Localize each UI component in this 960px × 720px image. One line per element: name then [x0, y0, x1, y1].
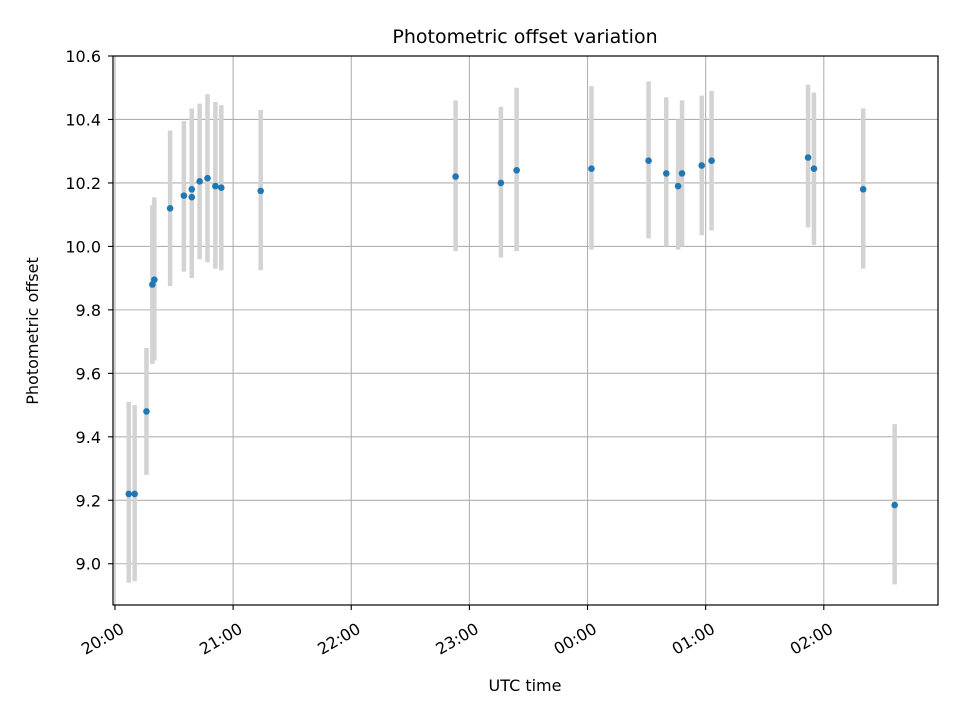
x-tick-label: 20:00	[78, 619, 127, 659]
y-tick-label: 10.4	[65, 110, 101, 129]
data-point	[166, 205, 174, 212]
x-tick-label: 21:00	[196, 619, 245, 659]
x-tick-label: 01:00	[669, 619, 718, 659]
data-point	[452, 173, 459, 180]
data-point	[497, 179, 505, 187]
data-point	[257, 187, 264, 195]
y-tick-label: 9.8	[76, 301, 101, 320]
data-point	[513, 166, 520, 174]
data-point	[891, 501, 898, 509]
data-point	[662, 170, 670, 177]
data-point	[131, 490, 138, 498]
y-tick-label: 10.6	[65, 47, 101, 66]
plot-frame	[112, 55, 939, 606]
chart-title: Photometric offset variation	[392, 26, 657, 48]
y-tick-label: 9.4	[76, 428, 101, 447]
x-tick-label: 00:00	[550, 619, 599, 659]
y-axis-label: Photometric offset	[23, 257, 42, 405]
data-point	[180, 192, 188, 199]
data-point	[125, 490, 133, 498]
data-point	[588, 165, 595, 172]
data-point	[810, 165, 818, 172]
point-layer	[125, 154, 898, 509]
y-tick-label: 10.0	[65, 237, 101, 256]
data-point	[212, 182, 219, 190]
data-point	[698, 162, 706, 169]
data-point	[217, 184, 225, 191]
x-tick-label: 22:00	[314, 619, 363, 659]
y-tick-label: 9.6	[76, 364, 101, 383]
data-point	[204, 174, 211, 182]
y-tick-label: 9.0	[76, 555, 101, 574]
y-tick-label: 10.2	[65, 174, 101, 193]
errorbar-layer	[126, 81, 897, 585]
data-point	[188, 193, 196, 201]
x-axis-label: UTC time	[489, 676, 562, 695]
data-point	[674, 182, 682, 190]
x-tick-label: 02:00	[787, 619, 836, 659]
data-point	[645, 157, 652, 165]
y-tick-label: 9.2	[76, 491, 101, 510]
data-point	[804, 154, 812, 161]
data-point	[151, 276, 158, 284]
x-tick-label: 23:00	[432, 619, 481, 659]
data-point	[143, 408, 150, 415]
data-point	[188, 185, 196, 193]
grid-layer	[113, 55, 938, 605]
data-point	[859, 185, 867, 193]
data-point	[708, 157, 715, 165]
data-point	[678, 170, 686, 177]
data-point	[196, 178, 203, 185]
tick-layer: 20:00 21:00 22:00 23:00 00:00 01:00 02:00 9.0 9.…	[65, 47, 836, 659]
